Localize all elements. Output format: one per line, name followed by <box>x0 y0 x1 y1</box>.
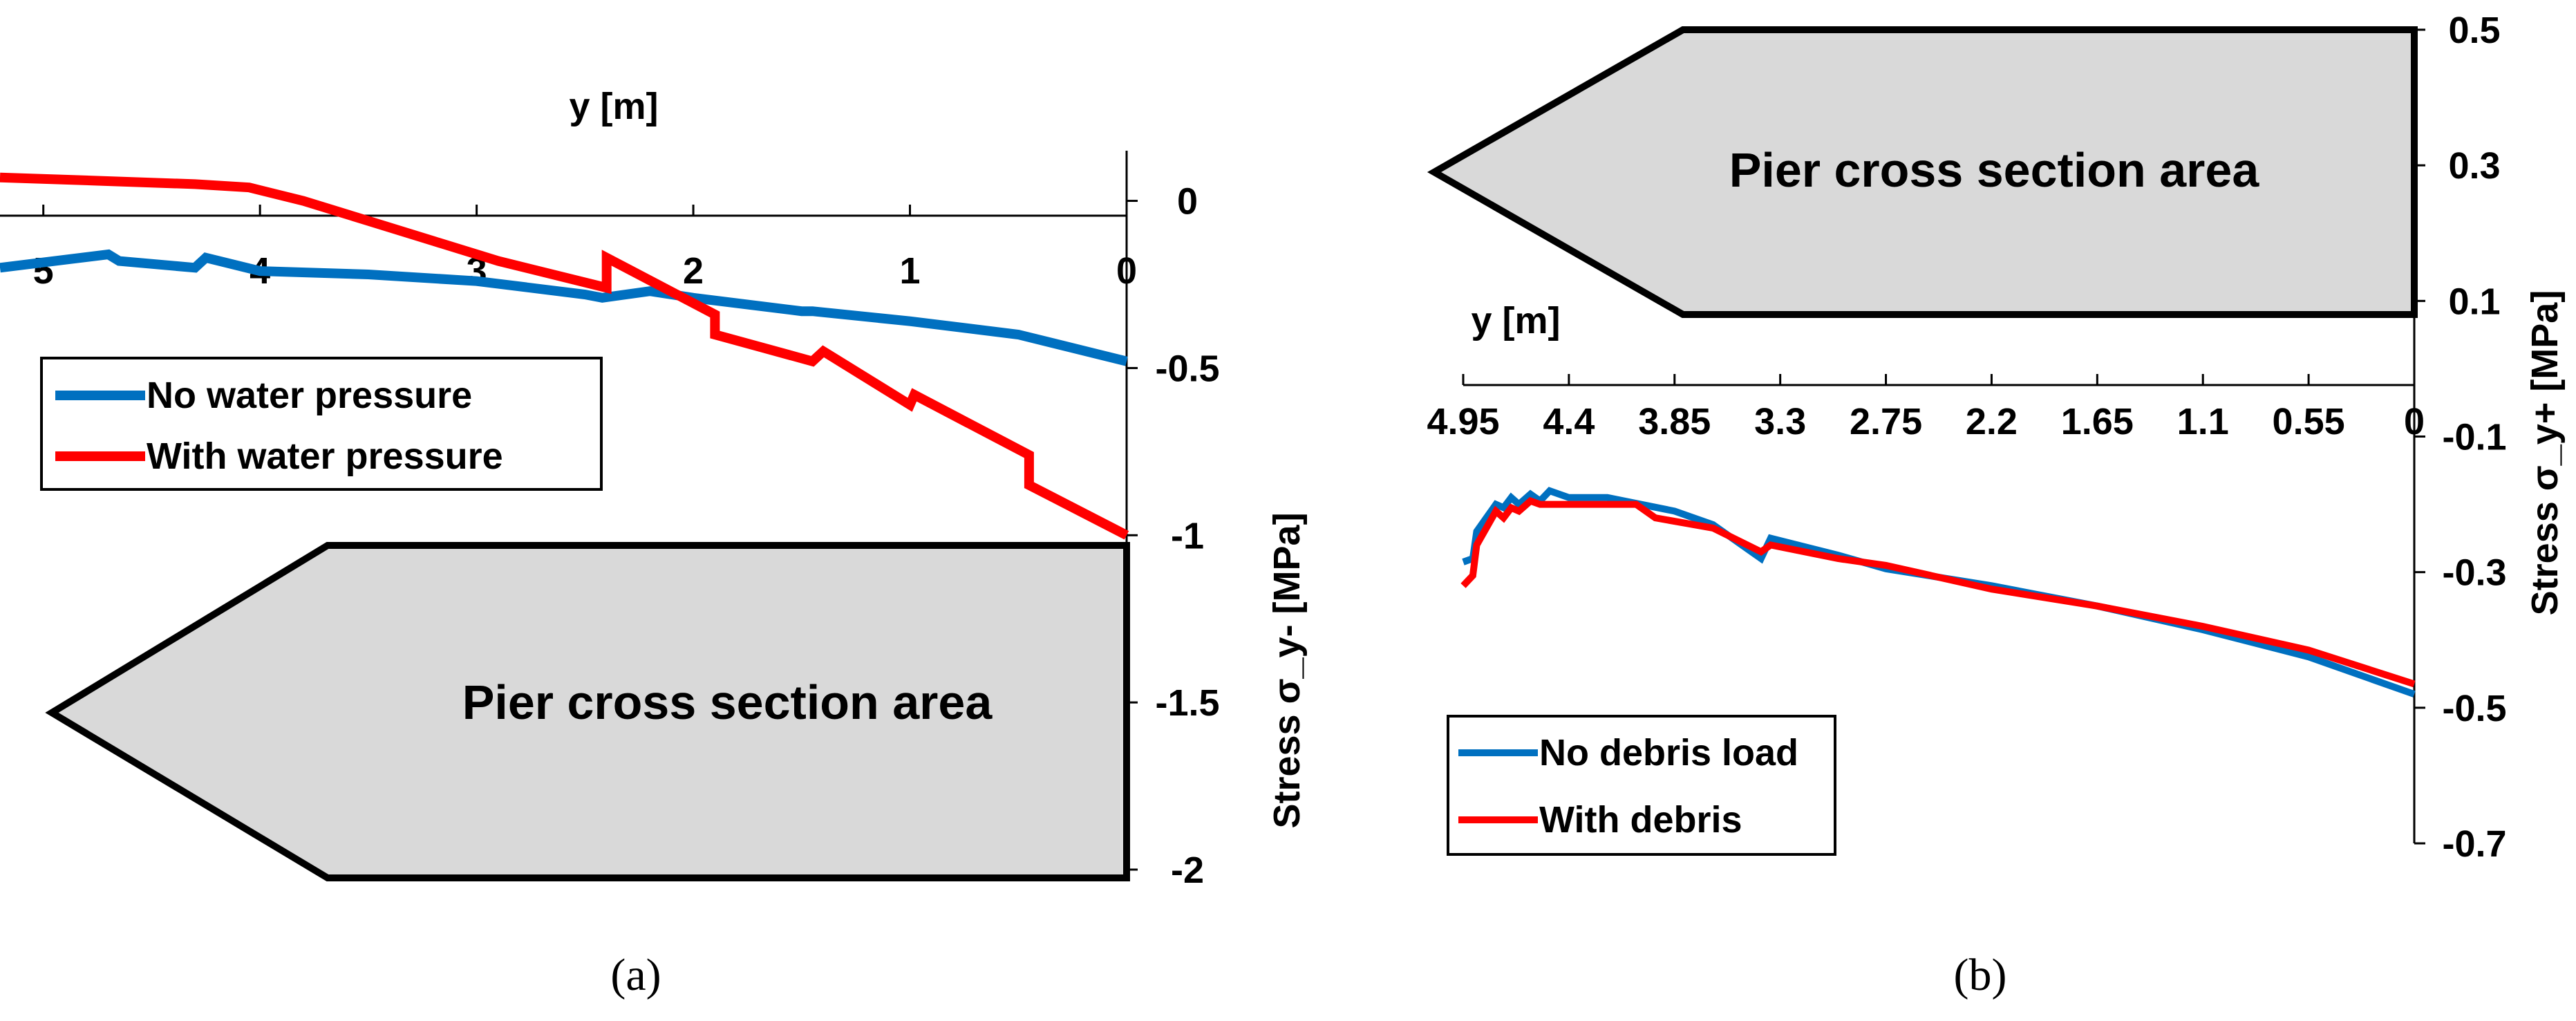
series-line-b-0 <box>1462 487 2416 697</box>
y-tick-label-b: -0.5 <box>2442 688 2506 729</box>
pier-shape-b <box>1427 26 2418 318</box>
legend-label-with-water: With water pressure <box>147 435 503 477</box>
y-tick-label-b: 0.1 <box>2448 281 2500 322</box>
y-axis-label-a: Stress σ_y- [MPa] <box>1266 512 1308 828</box>
legend-label-with-debris: With debris <box>1539 799 1742 841</box>
x-axis-label-a: y [m] <box>569 86 658 127</box>
x-tick-label-a: 2 <box>683 250 704 292</box>
legend-label-no-debris: No debris load <box>1539 732 1798 774</box>
y-tick-label-b: 0.5 <box>2448 10 2500 51</box>
y-tick-label-b: -0.7 <box>2442 823 2506 865</box>
y-tick-label-b: 0.3 <box>2448 145 2500 187</box>
legend-b: No debris load With debris <box>1447 715 1836 856</box>
legend-a: No water pressure With water pressure <box>40 357 603 491</box>
caption-a: (a) <box>610 950 661 1000</box>
x-tick-label-a: 5 <box>33 250 54 292</box>
x-tick-label-a: 0 <box>1116 250 1137 292</box>
x-tick-label-b: 3.3 <box>1754 401 1806 442</box>
y-tick-label-a: -1.5 <box>1155 682 1219 724</box>
y-tick-label-b: -0.3 <box>2442 552 2506 594</box>
y-axis-label-b: Stress σ_y+ [MPa] <box>2524 290 2566 616</box>
series-line-b-1 <box>1460 497 2416 688</box>
y-tick-label-a: 0 <box>1177 181 1198 223</box>
x-axis-label-b: y [m] <box>1471 300 1560 341</box>
pier-shape-label-a: Pier cross section area <box>462 675 993 729</box>
pier-shape-label-b: Pier cross section area <box>1729 143 2260 197</box>
x-tick-label-b: 0 <box>2404 401 2425 442</box>
pier-shape-a <box>45 542 1130 881</box>
x-tick-label-b: 2.75 <box>1850 401 1922 442</box>
y-tick-label-a: -1 <box>1171 515 1204 556</box>
legend-box-b <box>1447 715 1836 856</box>
caption-b: (b) <box>1954 950 2007 1000</box>
x-tick-label-b: 4.95 <box>1427 401 1499 442</box>
legend-box-a <box>40 357 603 491</box>
x-tick-label-b: 4.4 <box>1543 401 1595 442</box>
y-tick-label-b: -0.1 <box>2442 417 2506 458</box>
x-tick-label-b: 2.2 <box>1966 401 2018 442</box>
series-line-a-1 <box>0 172 1129 540</box>
chart-panel-a: Pier cross section area 0-0.5-1-1.5-25 4 3… <box>0 86 1308 1000</box>
series-line-a-0 <box>0 249 1128 366</box>
x-tick-label-a: 1 <box>900 250 921 292</box>
y-tick-label-a: -2 <box>1171 850 1204 891</box>
legend-label-no-water: No water pressure <box>147 375 472 416</box>
x-tick-label-b: 1.65 <box>2061 401 2134 442</box>
chart-panel-b: Pier cross section area 0.5 0.3 0.1 -0.1 -0.… <box>1427 10 2566 1000</box>
x-tick-label-b: 3.85 <box>1638 401 1711 442</box>
y-tick-label-a: -0.5 <box>1155 348 1219 389</box>
x-tick-label-b: 0.55 <box>2273 401 2345 442</box>
x-tick-label-b: 1.1 <box>2177 401 2229 442</box>
